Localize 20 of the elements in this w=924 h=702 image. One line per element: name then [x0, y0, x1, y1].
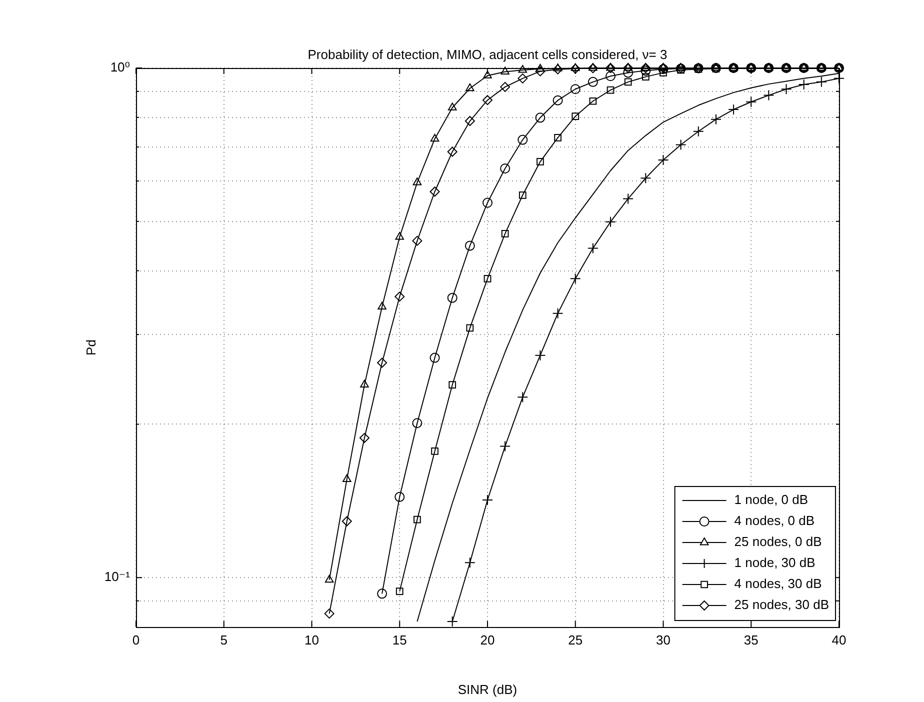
x-tick-label: 0: [132, 632, 140, 648]
legend-label: 4 nodes, 0 dB: [734, 513, 815, 528]
x-tick-label: 40: [832, 632, 846, 648]
x-tick-label: 35: [744, 632, 758, 648]
x-tick-label: 25: [568, 632, 583, 648]
y-axis-title: Pd: [83, 340, 98, 356]
legend-label: 25 nodes, 0 dB: [734, 534, 822, 550]
x-tick-label: 5: [220, 632, 228, 648]
legend-label: 1 node, 30 dB: [734, 555, 816, 570]
x-tick-label: 30: [656, 632, 670, 648]
x-tick-label: 20: [480, 632, 495, 648]
y-tick-label: 10⁰: [110, 60, 130, 75]
chart-title: Probability of detection, MIMO, adjacent cells considered, ν= 3: [308, 47, 668, 62]
legend-label: 25 nodes, 30 dB: [734, 597, 830, 612]
y-tick-label: 10⁻¹: [104, 569, 131, 584]
legend-label: 1 node, 0 dB: [734, 492, 808, 508]
legend-label: 4 nodes, 30 dB: [734, 576, 822, 592]
x-tick-label: 15: [392, 632, 407, 648]
x-axis-title: SINR (dB): [458, 682, 518, 697]
x-tick-label: 10: [304, 632, 319, 648]
